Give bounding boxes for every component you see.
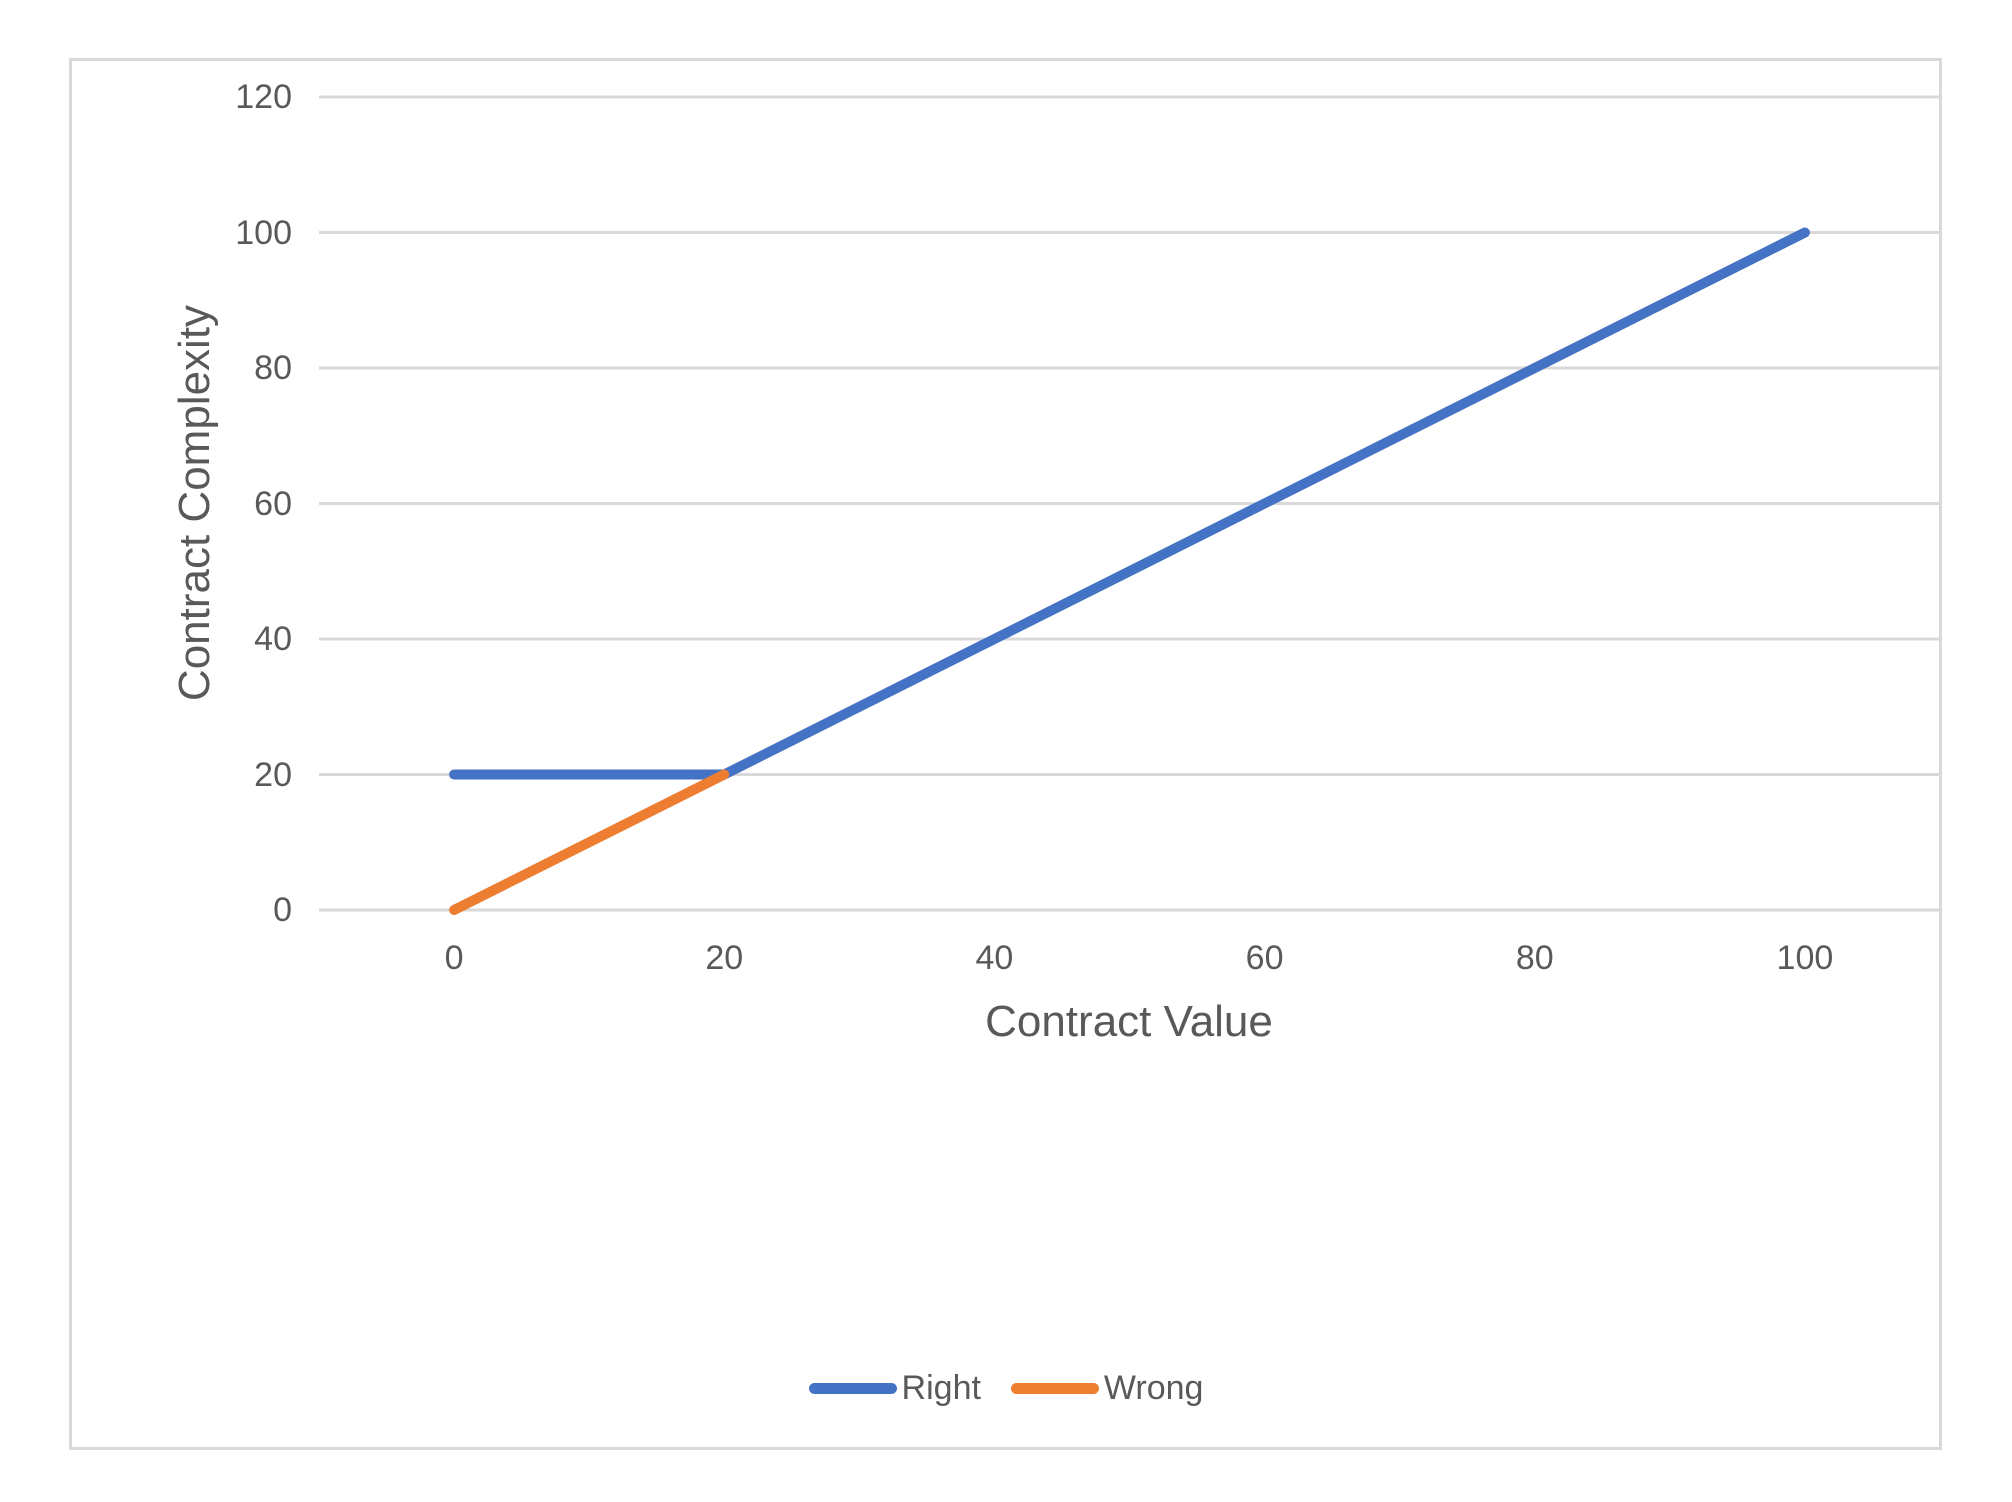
y-tick-label: 40 <box>254 620 292 658</box>
legend-item-wrong: Wrong <box>1010 1368 1204 1408</box>
y-tick-label: 80 <box>254 349 292 387</box>
y-axis-title: Contract Complexity <box>170 304 219 702</box>
y-tick-label: 120 <box>235 78 292 116</box>
chart-frame <box>69 58 1942 1450</box>
wrong-series-swatch <box>1010 1382 1099 1394</box>
legend-label-right: Right <box>901 1368 981 1407</box>
x-axis-title: Contract Value <box>985 997 1273 1046</box>
x-tick-label: 0 <box>444 939 464 977</box>
x-tick-label: 20 <box>705 939 744 977</box>
legend-label-wrong: Wrong <box>1103 1368 1204 1407</box>
right-series-swatch <box>808 1382 897 1394</box>
x-tick-label: 80 <box>1515 939 1554 977</box>
y-tick-label: 20 <box>254 755 292 794</box>
legend: Right Wrong <box>0 1360 2012 1416</box>
y-tick-label: 100 <box>235 213 292 252</box>
y-tick-label: 60 <box>254 484 292 523</box>
legend-item-right: Right <box>808 1368 981 1408</box>
x-tick-label: 40 <box>975 939 1014 977</box>
x-tick-label: 100 <box>1776 939 1834 977</box>
y-tick-label: 0 <box>273 891 292 929</box>
x-tick-label: 60 <box>1245 939 1284 977</box>
series-line-wrong <box>449 769 730 915</box>
